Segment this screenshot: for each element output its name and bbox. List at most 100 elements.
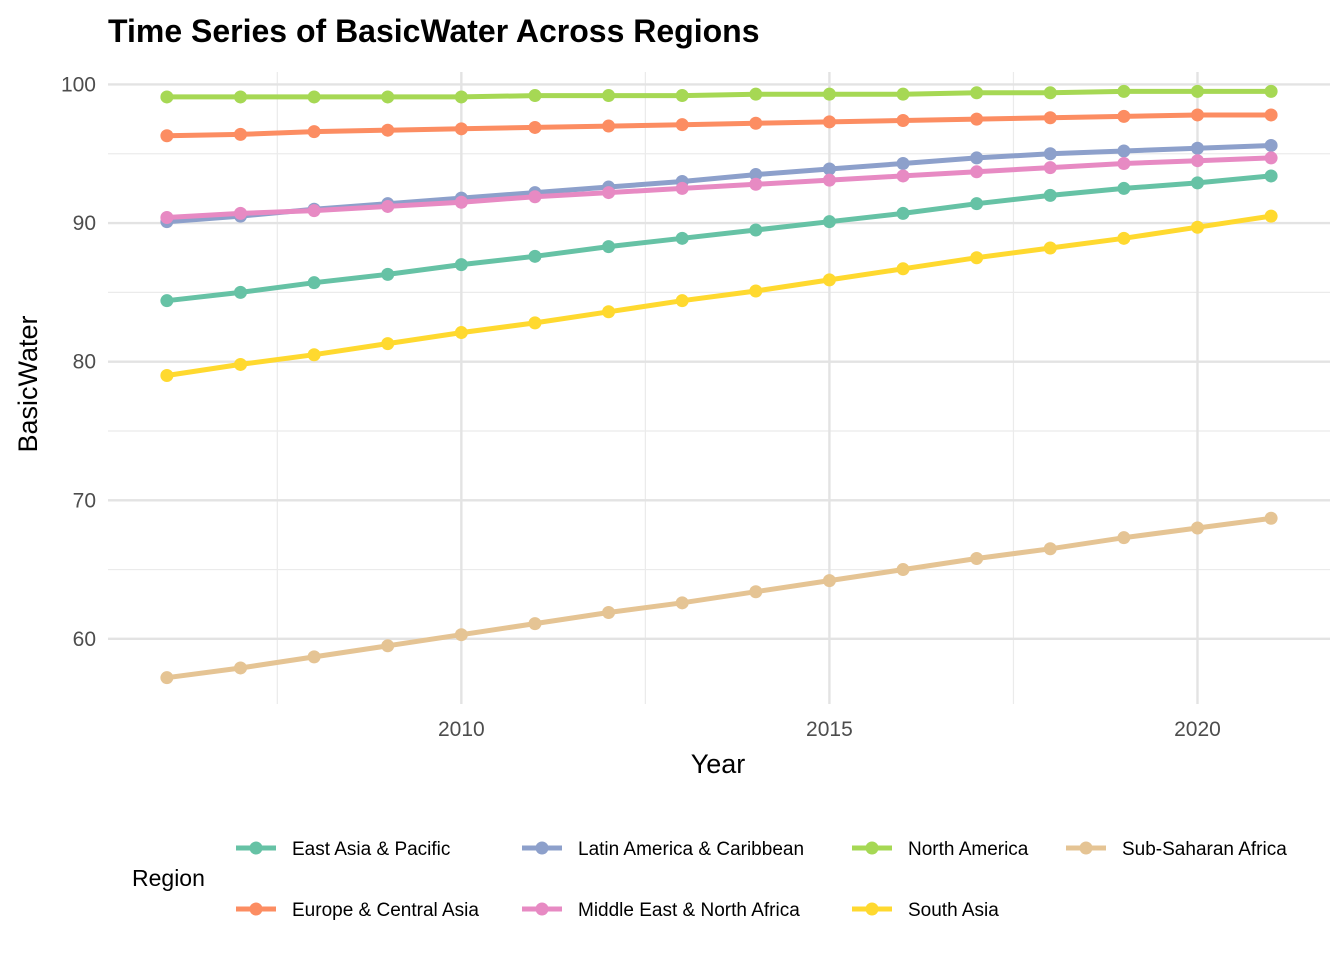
data-point [602, 186, 616, 200]
data-point [307, 204, 321, 218]
data-point [1190, 220, 1204, 234]
data-point [1264, 169, 1278, 183]
y-tick-label: 90 [73, 212, 96, 235]
data-point [896, 114, 910, 128]
data-point [528, 89, 542, 103]
data-point [1117, 84, 1131, 98]
data-point [675, 231, 689, 245]
data-point [307, 348, 321, 362]
data-point [1264, 511, 1278, 525]
legend-label: Europe & Central Asia [292, 900, 479, 921]
data-point [307, 650, 321, 664]
data-point [1043, 147, 1057, 161]
data-point [234, 127, 248, 141]
data-point [970, 251, 984, 265]
y-axis-title: BasicWater [13, 315, 43, 452]
data-point [1264, 209, 1278, 223]
data-point [1264, 151, 1278, 165]
chart-title: Time Series of BasicWater Across Regions [108, 13, 760, 49]
data-point [1043, 542, 1057, 556]
legend-item-east-asia-pacific: East Asia & Pacific [236, 839, 450, 860]
data-point [896, 262, 910, 276]
y-tick-label: 80 [73, 351, 96, 374]
legend-label: Latin America & Caribbean [578, 839, 804, 860]
legend-item-south-asia: South Asia [852, 900, 999, 921]
data-point [1043, 188, 1057, 202]
data-point [307, 90, 321, 104]
x-tick-label: 2015 [806, 718, 853, 741]
legend-key-point [535, 902, 549, 916]
data-point [1190, 141, 1204, 155]
data-point [234, 90, 248, 104]
series-north-america [160, 84, 1278, 104]
data-point [822, 115, 836, 129]
y-tick-label: 100 [61, 73, 96, 96]
legend-key-point [249, 841, 263, 855]
data-point [970, 86, 984, 100]
legend-key-point [535, 841, 549, 855]
data-point [970, 165, 984, 179]
data-point [1190, 108, 1204, 122]
x-axis-title: Year [691, 749, 746, 779]
data-point [1043, 241, 1057, 255]
data-point [454, 122, 468, 136]
data-point [675, 89, 689, 103]
grid [108, 72, 1330, 704]
data-point [160, 369, 174, 383]
series-europe-central-asia [160, 108, 1278, 143]
data-point [675, 118, 689, 132]
series-middle-east-north-africa [160, 151, 1278, 225]
data-point [381, 123, 395, 137]
legend: Region East Asia & Pacific Europe & Centr… [132, 839, 1287, 921]
data-point [749, 168, 763, 182]
data-point [602, 240, 616, 254]
data-point [1264, 138, 1278, 152]
data-point [602, 89, 616, 103]
series-line [164, 88, 1274, 100]
data-point [160, 211, 174, 225]
data-point [1190, 84, 1204, 98]
legend-label: Sub-Saharan Africa [1122, 839, 1287, 860]
legend-key-point [1079, 841, 1093, 855]
legend-item-europe-central-asia: Europe & Central Asia [236, 900, 479, 921]
data-point [160, 90, 174, 104]
data-point [970, 112, 984, 126]
series-line [164, 515, 1274, 681]
data-point [160, 671, 174, 685]
data-point [896, 156, 910, 170]
data-point [822, 215, 836, 229]
data-point [234, 285, 248, 299]
series-latin-america-caribbean [160, 138, 1278, 229]
series-line [164, 213, 1274, 378]
y-axis-ticks: 60 70 80 90 100 [61, 73, 96, 650]
legend-item-middle-east-north-africa: Middle East & North Africa [522, 900, 800, 921]
data-point [749, 223, 763, 237]
data-point [528, 316, 542, 330]
legend-label: North America [908, 839, 1029, 860]
legend-item-latin-america-caribbean: Latin America & Caribbean [522, 839, 804, 860]
data-point [602, 119, 616, 133]
data-point [1264, 108, 1278, 122]
legend-label: South Asia [908, 900, 999, 921]
data-point [307, 276, 321, 290]
data-point [454, 90, 468, 104]
series-south-asia [160, 209, 1278, 383]
legend-key-point [865, 902, 879, 916]
data-point [602, 305, 616, 319]
data-point [454, 628, 468, 642]
data-point [381, 267, 395, 281]
data-point [896, 87, 910, 101]
data-point [970, 197, 984, 211]
data-point [675, 596, 689, 610]
data-point [675, 294, 689, 308]
series-line [164, 112, 1274, 139]
data-point [1043, 161, 1057, 175]
series-sub-saharan-africa [160, 511, 1278, 685]
data-point [749, 116, 763, 130]
data-point [896, 206, 910, 220]
legend-title: Region [132, 865, 205, 891]
series-line [164, 173, 1274, 304]
legend-label: East Asia & Pacific [292, 839, 450, 860]
data-point [381, 639, 395, 653]
data-point [234, 661, 248, 675]
